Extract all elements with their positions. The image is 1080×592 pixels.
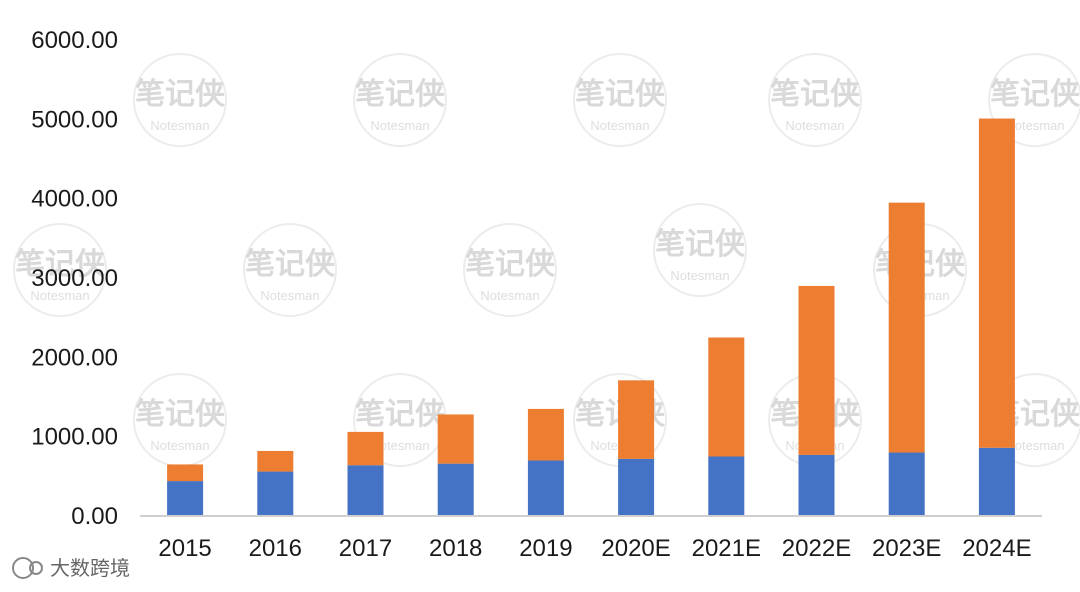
- watermark-text: 笔记侠: [135, 77, 226, 112]
- watermark-ring: [653, 203, 747, 297]
- bar-segment-series-1: [437, 463, 474, 516]
- watermark-text: 笔记侠: [135, 397, 226, 432]
- watermark-text: 笔记侠: [15, 247, 106, 282]
- watermark-text: 笔记侠: [245, 247, 336, 282]
- watermark-ring: [463, 223, 557, 317]
- watermark: 笔记侠 Notesman: [243, 223, 337, 317]
- bar-segment-series-1: [618, 458, 655, 516]
- logo-text: 大数跨境: [50, 556, 130, 580]
- y-tick-label: 5000.00: [31, 106, 118, 133]
- watermark-ring: [768, 53, 862, 147]
- watermark: 笔记侠 Notesman: [573, 53, 667, 147]
- y-tick-label: 1000.00: [31, 424, 118, 451]
- watermark-subtext: Notesman: [1005, 438, 1064, 453]
- watermark-subtext: Notesman: [1005, 118, 1064, 133]
- watermark: 笔记侠 Notesman: [133, 373, 227, 467]
- bar-segment-series-2: [798, 285, 835, 455]
- bar-segment-series-2: [888, 202, 925, 453]
- logo-icon-dot: [29, 561, 43, 575]
- watermark-ring: [988, 53, 1080, 147]
- x-tick-label: 2015: [158, 535, 211, 562]
- y-tick-label: 2000.00: [31, 344, 118, 371]
- bar-segment-series-2: [708, 337, 745, 457]
- watermark: 笔记侠 Notesman: [768, 53, 862, 147]
- y-tick-label: 4000.00: [31, 186, 118, 213]
- watermark: 笔记侠 Notesman: [988, 53, 1080, 147]
- watermark-subtext: Notesman: [30, 288, 89, 303]
- watermark: 笔记侠 Notesman: [353, 53, 447, 147]
- watermark-text: 笔记侠: [990, 77, 1080, 112]
- watermark-ring: [573, 53, 667, 147]
- watermark-subtext: Notesman: [150, 118, 209, 133]
- x-tick-label: 2018: [429, 535, 482, 562]
- y-tick-label: 0.00: [71, 503, 118, 530]
- watermark-text: 笔记侠: [575, 77, 666, 112]
- watermark-subtext: Notesman: [150, 438, 209, 453]
- x-axis-ticks: 2015 2016 2017 2018 2019 2020E 2021E 2022E 2023E…: [158, 535, 1031, 562]
- watermark-ring: [133, 53, 227, 147]
- watermark: 笔记侠 Notesman: [13, 223, 107, 317]
- bar-segment-series-2: [347, 431, 384, 466]
- bar-segment-series-1: [347, 465, 384, 516]
- x-tick-label: 2022E: [782, 535, 851, 562]
- watermark-subtext: Notesman: [480, 288, 539, 303]
- watermark-subtext: Notesman: [670, 268, 729, 283]
- bar-segment-series-2: [618, 380, 655, 459]
- watermark: 笔记侠 Notesman: [463, 223, 557, 317]
- watermark-text: 笔记侠: [465, 247, 556, 282]
- corner-logo: 大数跨境: [12, 556, 130, 580]
- watermark-subtext: Notesman: [370, 118, 429, 133]
- watermark-text: 笔记侠: [770, 77, 861, 112]
- watermark-ring: [13, 223, 107, 317]
- bar-segment-series-2: [978, 118, 1015, 448]
- bar-segment-series-2: [167, 464, 204, 482]
- bar-segment-series-1: [708, 456, 745, 516]
- watermark: 笔记侠 Notesman: [133, 53, 227, 147]
- watermark: 笔记侠 Notesman: [653, 203, 747, 297]
- y-tick-label: 6000.00: [31, 27, 118, 54]
- bars-layer: [167, 118, 1015, 516]
- x-tick-label: 2023E: [872, 535, 941, 562]
- watermark-subtext: Notesman: [590, 118, 649, 133]
- bar-segment-series-1: [798, 454, 835, 516]
- watermark-text: 笔记侠: [355, 397, 446, 432]
- bar-segment-series-1: [978, 447, 1015, 516]
- bar-segment-series-1: [527, 460, 564, 516]
- watermark-subtext: Notesman: [260, 288, 319, 303]
- watermark-ring: [353, 53, 447, 147]
- y-tick-label: 3000.00: [31, 265, 118, 292]
- y-axis-ticks: 0.00 1000.00 2000.00 3000.00 4000.00 5000.00 6…: [31, 27, 118, 530]
- x-tick-label: 2024E: [962, 535, 1031, 562]
- bar-segment-series-1: [167, 481, 204, 516]
- x-tick-label: 2020E: [601, 535, 670, 562]
- watermark-text: 笔记侠: [655, 227, 746, 262]
- watermark-text: 笔记侠: [355, 77, 446, 112]
- x-tick-label: 2021E: [692, 535, 761, 562]
- bar-segment-series-1: [888, 452, 925, 516]
- bar-segment-series-1: [257, 471, 294, 516]
- watermark-ring: [243, 223, 337, 317]
- x-tick-label: 2019: [519, 535, 572, 562]
- x-tick-label: 2017: [339, 535, 392, 562]
- watermark-subtext: Notesman: [785, 118, 844, 133]
- watermark: 笔记侠 Notesman: [353, 373, 447, 467]
- bar-segment-series-2: [257, 450, 294, 472]
- x-tick-label: 2016: [249, 535, 302, 562]
- watermark-subtext: Notesman: [370, 438, 429, 453]
- logo-icon: [12, 557, 34, 579]
- bar-segment-series-2: [527, 408, 564, 461]
- bar-segment-series-2: [437, 414, 474, 464]
